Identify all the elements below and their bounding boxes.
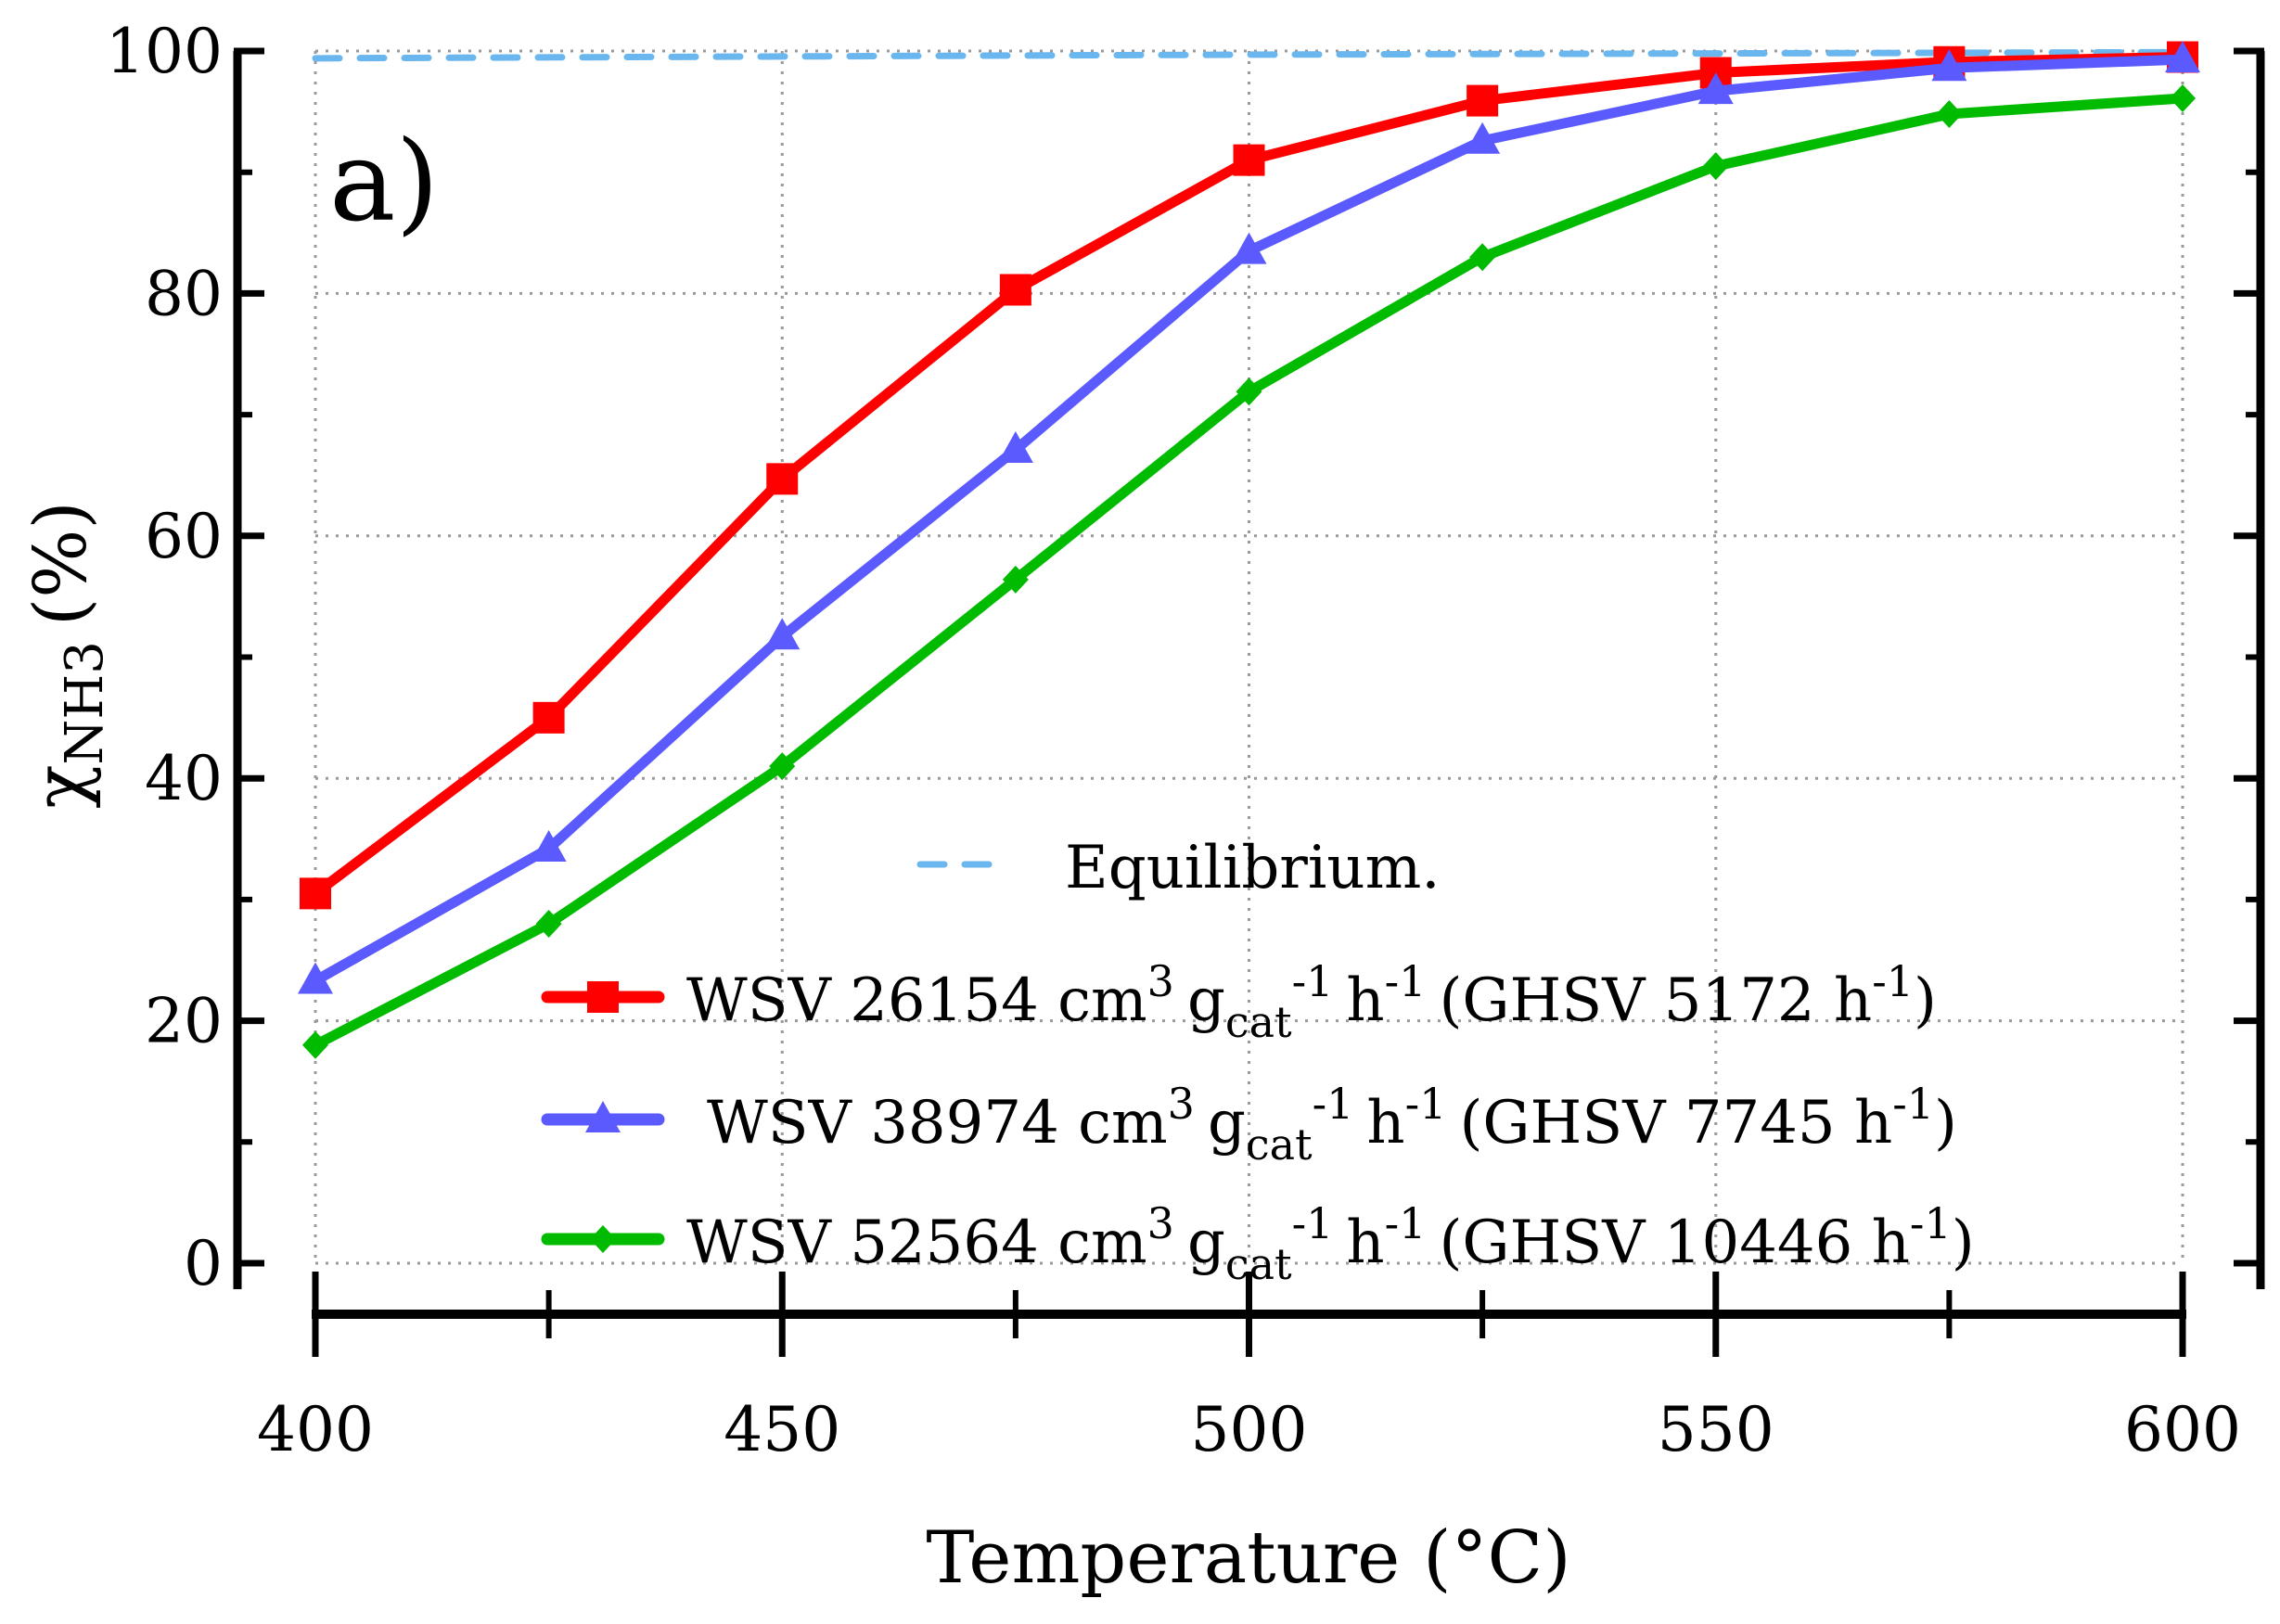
ticks <box>234 47 2264 1357</box>
x-tick-label: 450 <box>724 1394 840 1465</box>
grid <box>314 49 2184 1265</box>
series-line-1 <box>312 48 2186 62</box>
data-point-s4 <box>1936 99 1963 128</box>
legend: Equilibrium.WSV 26154 cm3 gcat-1 h-1 (GHSV … <box>541 834 1975 1289</box>
legend-label-2: WSV 26154 cm3 gcat-1 h-1 (GHSV 5172 h-1) <box>686 956 1937 1047</box>
x-tick-label: 500 <box>1191 1394 1308 1465</box>
legend-sup: 3 <box>1147 1198 1174 1248</box>
data-point-s3 <box>531 830 567 863</box>
data-point-s4 <box>2170 83 2196 112</box>
data-point-s4 <box>769 752 796 781</box>
data-point-s3 <box>298 962 333 994</box>
legend-ghsv: (GHSV 10446 h <box>1439 1208 1909 1277</box>
legend-sup: -1 <box>1385 956 1427 1006</box>
legend-wsv: WSV 26154 cm <box>686 966 1147 1035</box>
data-point-s3 <box>1697 72 1734 105</box>
legend-wsv: WSV 52564 cm <box>686 1208 1147 1277</box>
data-point-s3 <box>1931 49 1967 82</box>
legend-sup: -1 <box>1405 1079 1447 1129</box>
legend-h: h <box>1346 1208 1384 1277</box>
series-layer <box>298 41 2200 1059</box>
data-point-s2 <box>766 463 799 495</box>
x-tick-label: 600 <box>2124 1394 2241 1465</box>
legend-sup: -1 <box>1872 956 1914 1006</box>
data-point-s4 <box>302 1030 328 1059</box>
legend-marker-4 <box>590 1225 616 1253</box>
legend-text: Equilibrium. <box>1065 834 1441 902</box>
y-tick-label: 80 <box>145 258 223 329</box>
legend-close: ) <box>1914 966 1937 1035</box>
legend-sup: -1 <box>1292 1198 1334 1248</box>
y-tick-label: 20 <box>145 986 223 1057</box>
data-point-s4 <box>1702 152 1729 181</box>
y-axis-symbol: χ <box>19 765 103 809</box>
legend-sub: cat <box>1225 1239 1292 1289</box>
legend-sup: -1 <box>1892 1079 1934 1129</box>
panel-label: a) <box>329 118 439 247</box>
data-point-s2 <box>1233 144 1265 176</box>
x-tick-label: 550 <box>1658 1394 1774 1465</box>
legend-close: ) <box>1952 1208 1975 1277</box>
y-axis-subscript: NH3 <box>55 641 115 764</box>
y-tick-label: 100 <box>106 16 223 87</box>
legend-marker-3 <box>585 1101 621 1132</box>
data-point-s2 <box>1467 84 1499 117</box>
data-point-s4 <box>535 910 562 939</box>
legend-sup: 3 <box>1147 956 1174 1006</box>
legend-wsv: WSV 38974 cm <box>707 1089 1168 1157</box>
legend-ghsv: (GHSV 5172 h <box>1439 966 1872 1035</box>
legend-label-4: WSV 52564 cm3 gcat-1 h-1 (GHSV 10446 h-1) <box>686 1198 1975 1289</box>
data-point-s3 <box>764 618 801 650</box>
data-point-s4 <box>1002 565 1029 594</box>
data-point-s3 <box>1231 232 1267 264</box>
legend-label-3: WSV 38974 cm3 gcat-1 h-1 (GHSV 7745 h-1) <box>707 1079 1957 1170</box>
legend-sup: -1 <box>1910 1198 1952 1248</box>
legend-sup: 3 <box>1168 1079 1195 1129</box>
legend-sub: cat <box>1246 1119 1313 1170</box>
legend-h: h <box>1366 1089 1404 1157</box>
legend-sup: -1 <box>1292 956 1334 1006</box>
y-tick-label: 60 <box>145 501 223 572</box>
data-point-s4 <box>1236 377 1262 406</box>
data-point-s4 <box>1469 243 1496 272</box>
legend-g: g <box>1187 1208 1225 1277</box>
data-point-s3 <box>1465 121 1501 154</box>
x-tick-label: 400 <box>257 1394 374 1465</box>
legend-sup: -1 <box>1313 1079 1354 1129</box>
data-point-s3 <box>2165 41 2200 73</box>
legend-ghsv: (GHSV 7745 h <box>1459 1089 1892 1157</box>
legend-marker-2 <box>587 981 619 1013</box>
y-axis-title: χNH3 (%) <box>19 501 115 809</box>
data-point-s2 <box>300 877 331 910</box>
y-tick-label: 0 <box>184 1228 223 1299</box>
legend-sup: -1 <box>1385 1198 1427 1248</box>
series-line-2 <box>310 52 2188 899</box>
x-axis-title: Temperature (°C) <box>926 1516 1570 1600</box>
legend-h: h <box>1346 966 1384 1035</box>
legend-g: g <box>1208 1089 1246 1157</box>
legend-close: ) <box>1934 1089 1957 1157</box>
data-point-s2 <box>999 274 1031 306</box>
legend-sub: cat <box>1225 997 1292 1047</box>
legend-g: g <box>1187 966 1225 1035</box>
y-tick-label: 40 <box>145 743 223 814</box>
tick-labels: 0 20 40 60 80 100 400 450 500 550 600 <box>106 16 2241 1465</box>
data-point-s3 <box>997 431 1033 464</box>
legend-label-1: Equilibrium. <box>1065 834 1441 902</box>
y-axis-unit: (%) <box>19 501 103 626</box>
data-point-s2 <box>532 701 565 734</box>
